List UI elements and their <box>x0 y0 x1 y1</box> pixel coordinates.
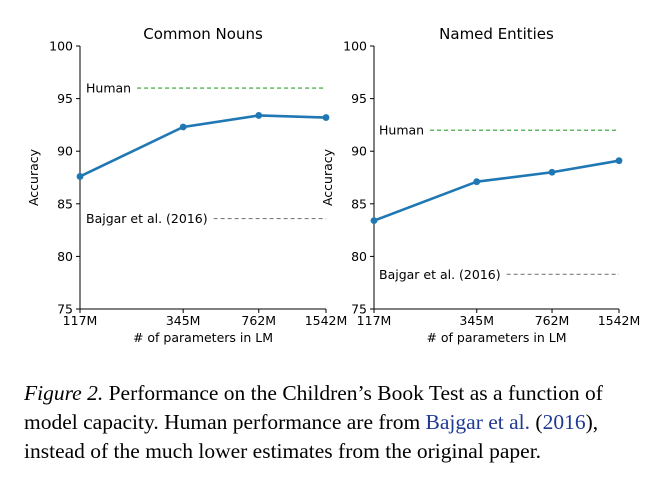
panel2-y-tick-label: 90 <box>351 144 367 159</box>
panel1-y-tick-label: 80 <box>57 249 73 264</box>
caption-text: Performance on the Children’s Book Test … <box>24 381 603 434</box>
panel1-y-tick-label: 85 <box>57 196 73 211</box>
panel2-y-tick-label: 80 <box>351 249 367 264</box>
caption-citation-authors[interactable]: Bajgar et al. <box>425 410 531 434</box>
panel1-x-tick-label: 345M <box>166 313 201 328</box>
panel1-y-axis-label: Accuracy <box>26 148 41 206</box>
panel2-human-label: Human <box>379 123 424 138</box>
panel1-y-tick-label: 95 <box>57 91 73 106</box>
panel2-x-tick-label: 345M <box>459 313 494 328</box>
panel1-bajgar-label: Bajgar et al. (2016) <box>86 211 208 226</box>
panel1-y-tick-label: 90 <box>57 144 73 159</box>
figure: Common Nouns 75 80 85 90 95 100 117M 345M 762M 154… <box>26 25 641 345</box>
panel2-x-tick-label: 762M <box>535 313 570 328</box>
panel1-x-axis-label: # of parameters in LM <box>133 330 273 345</box>
panel2-x-tick-label: 1542M <box>598 313 641 328</box>
panel2-x-tick-label: 117M <box>357 313 392 328</box>
panel2-y-tick-label: 95 <box>351 91 367 106</box>
panel1-data-point <box>76 173 84 180</box>
panel1-human-label: Human <box>86 81 131 96</box>
panel2-data-point <box>370 217 378 225</box>
panel2-data-point <box>548 168 556 176</box>
panel1-x-tick-label: 762M <box>241 313 276 328</box>
caption-label: Figure 2. <box>24 381 104 405</box>
caption-citation-year[interactable]: 2016 <box>542 410 586 434</box>
panel2-y-axis-label: Accuracy <box>320 148 335 206</box>
panel1-y-tick-label: 100 <box>49 39 73 54</box>
panel1-x-tick-label: 1542M <box>305 313 348 328</box>
panel2-y-tick-label: 100 <box>343 39 367 54</box>
panel1-y-tick-label: 75 <box>57 302 73 317</box>
panel1-data-point <box>179 123 187 131</box>
panel2-data-point <box>473 178 481 186</box>
panel2-x-axis-label: # of parameters in LM <box>426 330 566 345</box>
panel2-y-tick-label: 85 <box>351 196 367 211</box>
caption-text-end: instead of the much lower estimates from… <box>24 439 542 463</box>
panel2-bajgar-label: Bajgar et al. (2016) <box>379 267 501 282</box>
panel2-series-line <box>373 159 620 222</box>
panel1-data-point <box>255 112 263 119</box>
panel2-data-point <box>615 157 623 165</box>
figure-caption: Figure 2. Performance on the Children’s … <box>24 381 603 463</box>
panel1-title: Common Nouns <box>143 25 263 43</box>
panel1-series-line <box>79 114 327 178</box>
panel2-y-tick-label: 75 <box>351 302 367 317</box>
panel1-x-tick-label: 117M <box>63 313 98 328</box>
panel2-title: Named Entities <box>439 25 554 43</box>
panel1-data-point <box>322 114 330 121</box>
